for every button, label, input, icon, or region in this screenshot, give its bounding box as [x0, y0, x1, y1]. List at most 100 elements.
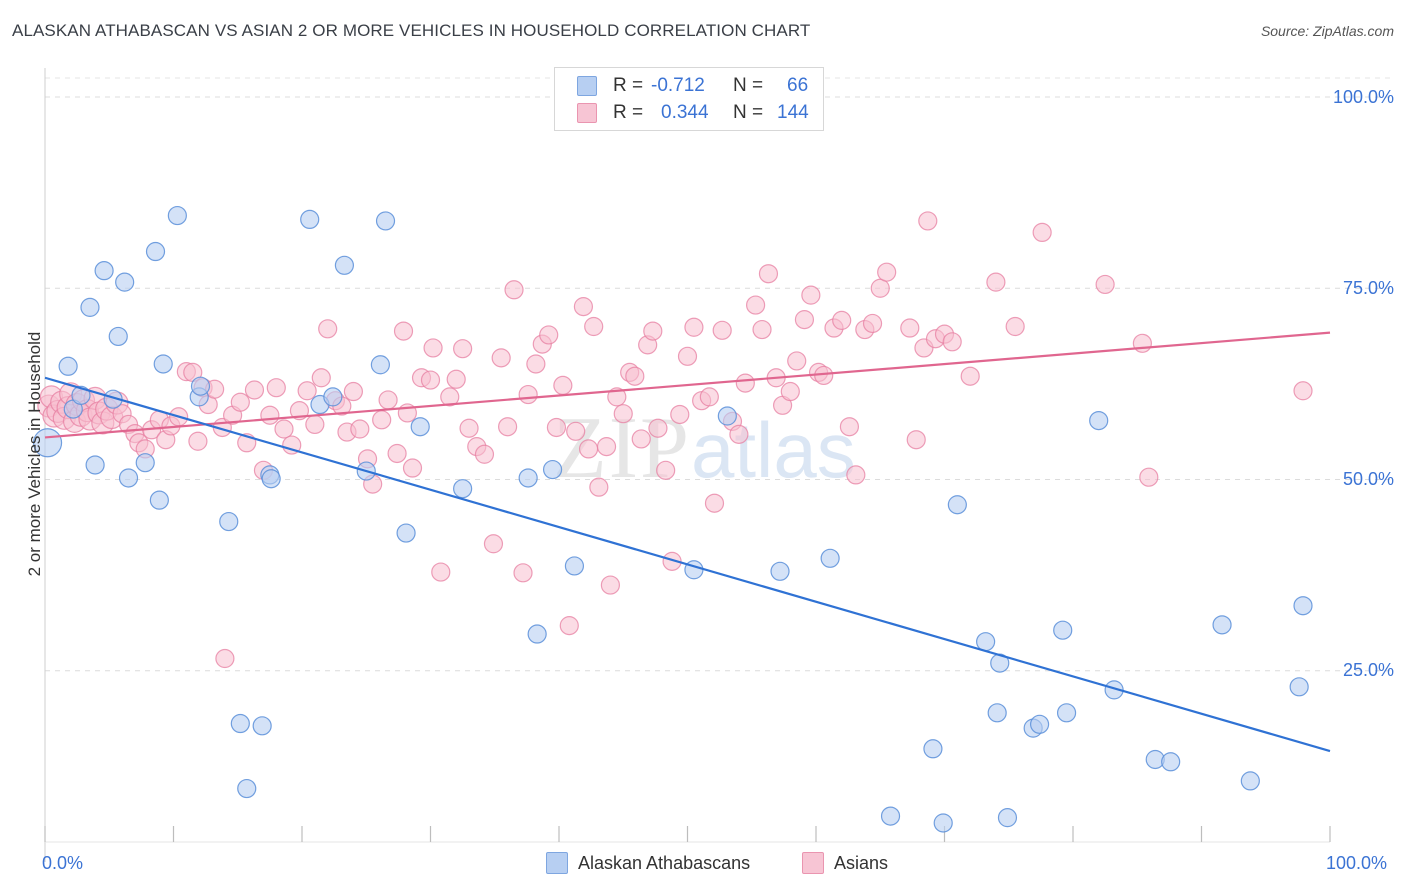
asian-point	[918, 211, 938, 231]
asian-point	[846, 465, 866, 485]
asian-point	[318, 319, 338, 339]
athabascan-point	[880, 806, 901, 826]
asian-point	[483, 534, 504, 554]
asian-point	[387, 443, 407, 464]
asian-point	[684, 317, 704, 337]
athabascan-point	[976, 632, 996, 652]
asian-point	[578, 439, 599, 459]
asian-point	[1005, 316, 1025, 337]
athabascan-point	[933, 813, 953, 833]
asian-point	[900, 318, 920, 338]
asian-point	[446, 369, 466, 389]
asian-point	[801, 285, 821, 305]
asian-point	[643, 321, 663, 341]
athabascan-point	[1053, 620, 1073, 640]
legend-n-value: 66	[787, 75, 809, 96]
asian-point	[625, 366, 645, 386]
athabascan-point	[820, 548, 840, 568]
asian-point	[513, 563, 533, 583]
asian-point	[440, 387, 460, 407]
asian-point	[459, 418, 479, 438]
athabascan-point	[375, 211, 396, 231]
athabascan-point	[145, 241, 166, 262]
athabascan-point	[237, 778, 257, 799]
asian-point	[862, 313, 883, 334]
asian-point	[752, 319, 772, 340]
athabascan-point	[396, 523, 416, 543]
y-tick-label-50: 50.0%	[1342, 469, 1394, 489]
legend-item-athabascans[interactable]: Alaskan Athabascans	[546, 852, 750, 874]
legend-item-asians[interactable]: Asians	[802, 852, 888, 874]
athabascan-point	[167, 205, 187, 226]
athabascan-point	[1240, 771, 1260, 791]
legend-swatch-pink	[802, 852, 824, 874]
asian-point	[423, 338, 443, 358]
stats-legend: R = -0.712 N = 66 R = 0.344 N = 144	[554, 67, 824, 131]
asian-point	[420, 370, 441, 390]
asian-point	[631, 429, 651, 449]
athabascan-point	[410, 417, 430, 437]
asian-point	[546, 417, 567, 438]
asian-point	[244, 380, 265, 400]
athabascan-point	[261, 469, 281, 489]
asian-point	[600, 575, 621, 595]
asian-point	[474, 444, 495, 464]
legend-n-value: 144	[777, 102, 809, 123]
y-tick-label-75: 75.0%	[1342, 278, 1394, 298]
asian-point	[906, 430, 926, 450]
legend-r-value: 0.344	[661, 102, 709, 123]
asian-point	[589, 477, 609, 497]
asian-point	[584, 316, 604, 337]
athabascan-point	[115, 272, 135, 292]
asian-point	[553, 375, 573, 396]
athabascan-point	[770, 561, 790, 581]
legend-n-label: N =	[733, 75, 764, 96]
legend-label-asians: Asians	[834, 852, 889, 873]
asian-point	[305, 414, 325, 435]
asian-point	[613, 404, 633, 424]
asian-point	[230, 392, 250, 412]
asian-point	[1139, 467, 1159, 487]
athabascan-point	[219, 511, 239, 532]
asian-point	[648, 418, 668, 438]
athabascan-point	[542, 459, 563, 480]
asian-point	[289, 401, 310, 421]
legend-swatch-pink	[577, 103, 597, 123]
asian-point	[832, 310, 852, 330]
asian-point	[372, 410, 392, 430]
asian-point	[758, 264, 779, 284]
y-tick-label-100: 100.0%	[1332, 87, 1394, 107]
legend-swatch-blue	[577, 76, 597, 96]
legend-row-athabascan: R = -0.712 N = 66	[577, 73, 808, 99]
asian-point	[1132, 333, 1152, 353]
athabascan-point	[518, 468, 538, 488]
asian-point	[188, 431, 208, 451]
legend-r-label: R =	[613, 75, 644, 96]
athabascan-point	[153, 354, 173, 374]
asian-point	[794, 310, 815, 330]
athabascan-point	[1089, 410, 1109, 431]
asian-point	[942, 332, 962, 352]
asian-point	[566, 421, 586, 441]
asian-point	[498, 417, 518, 437]
athabascan-point	[997, 808, 1018, 828]
asian-point	[215, 648, 235, 669]
asian-point	[877, 262, 897, 282]
asian-point	[699, 387, 719, 407]
asian-point	[1293, 381, 1313, 401]
athabascan-point	[118, 468, 139, 488]
y-tick-label-25: 25.0%	[1342, 660, 1394, 680]
athabascan-point	[1212, 615, 1232, 635]
asian-point	[712, 320, 732, 340]
asian-point	[780, 381, 800, 402]
chart-title: ALASKAN ATHABASCAN VS ASIAN 2 OR MORE VE…	[12, 21, 811, 40]
legend-label-athabascans: Alaskan Athabascans	[578, 852, 751, 873]
athabascan-point	[1029, 714, 1050, 734]
asian-point	[393, 321, 414, 341]
asian-point	[526, 354, 546, 374]
asian-point	[260, 405, 280, 425]
athabascan-point	[94, 261, 114, 281]
athabascan-point	[1289, 677, 1309, 697]
athabascan-point	[58, 356, 78, 376]
